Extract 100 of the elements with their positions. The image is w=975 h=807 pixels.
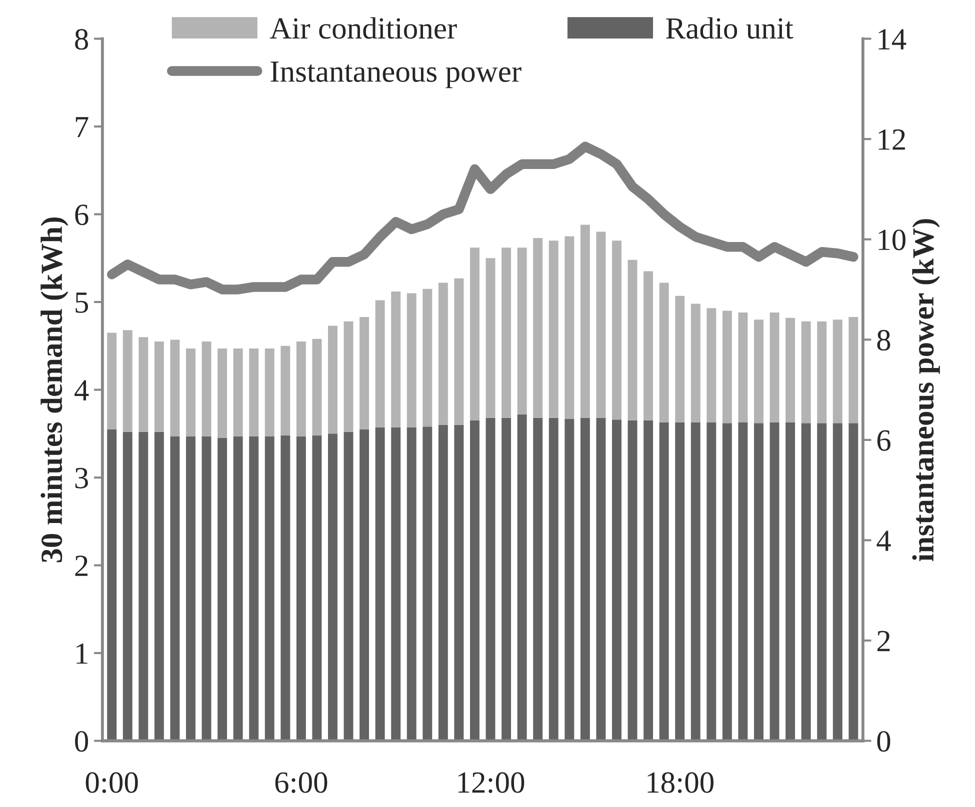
x-tick-label: 6:00 [275,772,328,794]
legend-label: Instantaneous power [270,62,522,88]
bar [722,423,732,741]
bar [738,312,748,422]
bar [280,346,290,436]
bar [391,291,401,428]
y-tick-label: 1 [76,643,88,664]
bar [502,418,512,741]
bar [596,418,606,741]
bar [817,321,827,424]
y2-tick-label: 0 [877,731,890,752]
y2-tick-label: 6 [877,430,890,451]
bar [422,288,432,427]
bar [107,429,117,741]
bar [675,296,685,422]
bar [360,316,370,430]
bar [848,316,858,424]
bar [470,248,480,420]
bar [596,232,606,418]
bar [218,438,228,741]
bar [328,434,338,741]
bar [564,236,574,419]
bar [375,300,385,428]
y-tick-label: 7 [76,117,88,138]
bar [470,420,480,741]
bar [360,429,370,741]
bar [770,312,780,422]
bar [832,423,842,741]
bar [675,422,685,741]
bar [486,258,496,418]
y2-tick-label: 10 [878,230,906,250]
bar [770,422,780,741]
bar [628,420,638,741]
bar [122,330,132,432]
bar [738,422,748,741]
y-tick-label: 4 [74,380,89,400]
y-tick-label: 8 [75,29,88,50]
y2-tick-label: 8 [877,330,890,351]
bar [249,348,259,436]
bar [438,424,448,741]
bar [644,420,654,741]
bar [170,340,180,436]
bar [312,435,322,741]
x-tick-label: 0:00 [86,772,138,794]
bar [454,424,464,741]
bar [612,420,622,741]
y2-tick-label: 14 [878,29,906,50]
bar [264,436,274,741]
bar [564,418,574,741]
bar [548,240,558,418]
bar [486,418,496,741]
bar [312,338,322,436]
y-tick-label: 5 [76,292,88,313]
bar [786,422,796,741]
y-axis-title: 30 minutes demand (kWh) [40,218,68,562]
bar [517,248,527,414]
bar [801,423,811,741]
bar [454,278,464,425]
bar [406,428,416,741]
y-tick-label: 6 [75,204,88,226]
bar [754,320,764,424]
bar [154,342,164,432]
y2-axis-title: instantaneous power (kW) [912,219,940,562]
bar [391,428,401,741]
y-tick-label: 3 [75,468,88,488]
bar [706,422,716,741]
bar [138,432,148,741]
bar [628,260,638,420]
bar [533,418,543,741]
bar [644,271,654,420]
bar [502,248,512,418]
bar [249,436,259,741]
bar [296,436,306,741]
bar [107,332,117,430]
bar [170,436,180,741]
bar [801,321,811,424]
bar [848,423,858,741]
bar [517,414,527,741]
bar [786,318,796,422]
y-tick-label: 0 [75,731,88,752]
bar [122,432,132,741]
bar [422,426,432,741]
bar [690,304,700,422]
bar [202,342,212,436]
bar [722,310,732,424]
bar [754,423,764,741]
bar [533,238,543,418]
bar [580,224,590,418]
y2-tick-label: 12 [878,129,905,150]
bar [233,348,243,436]
bar [202,436,212,741]
y-tick-label: 2 [75,556,88,576]
bar [406,293,416,428]
x-tick-label: 18:00 [648,772,714,794]
bar [832,320,842,424]
bar [280,435,290,741]
bar [612,240,622,420]
legend-label: Radio unit [666,17,794,39]
bar [580,418,590,741]
bar [817,423,827,741]
